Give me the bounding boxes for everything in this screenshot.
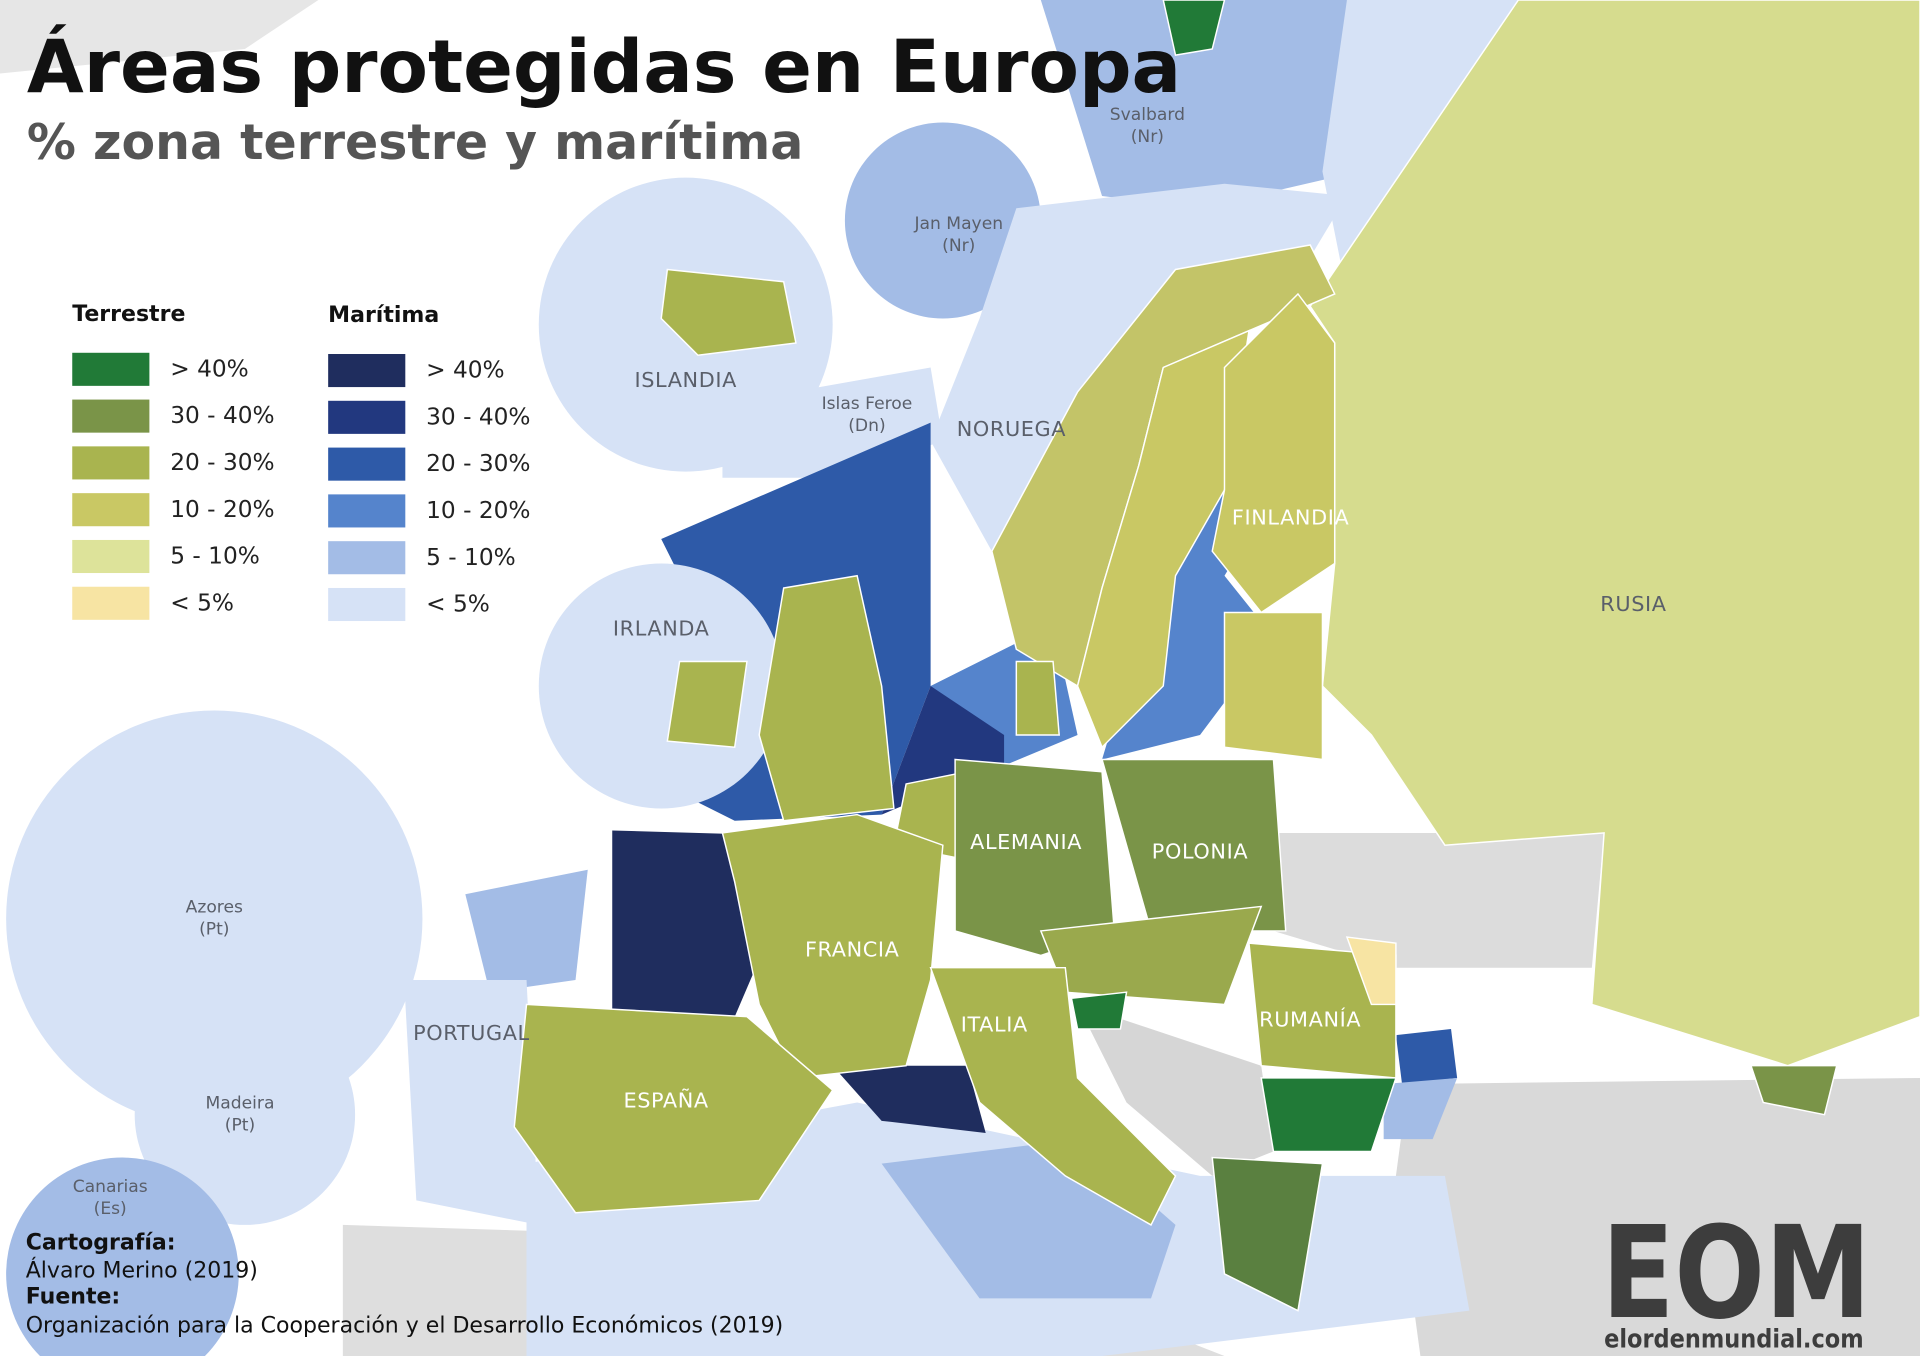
place-label: Canarias — [73, 1177, 148, 1197]
place-label: RUMANÍA — [1259, 1006, 1361, 1031]
place-note: (Nr) — [1131, 127, 1164, 147]
legend-title: Marítima — [328, 303, 439, 328]
legend-swatch — [328, 541, 406, 575]
place-labels: Svalbard (Nr) Jan Mayen (Nr) ISLANDIA Is… — [73, 105, 1666, 1219]
provence-zone — [832, 1065, 986, 1134]
ireland — [666, 660, 748, 749]
legend-swatch — [328, 400, 406, 434]
slovenia — [1070, 991, 1128, 1030]
moldova — [1345, 936, 1397, 1006]
ireland-zone — [538, 563, 784, 809]
credit-heading: Cartografía: — [26, 1230, 176, 1255]
place-label: POLONIA — [1152, 840, 1249, 864]
place-label: Azores — [186, 898, 243, 918]
jan-mayen-zone — [844, 122, 1041, 319]
greenland — [0, 0, 319, 74]
legend-label: 5 - 10% — [170, 543, 260, 570]
legend-swatch — [72, 493, 150, 527]
madeira-zone — [134, 1004, 356, 1225]
iceland — [660, 268, 797, 357]
legend-label: 20 - 30% — [170, 449, 274, 476]
place-note: (Pt) — [225, 1116, 255, 1136]
bulgaria-sea-zone — [1383, 1077, 1458, 1140]
iberia — [513, 1003, 834, 1214]
place-label: Svalbard — [1110, 105, 1185, 125]
legend-label: > 40% — [170, 355, 249, 382]
place-note: (Dn) — [848, 416, 885, 436]
land — [513, 0, 1920, 1312]
italy — [929, 966, 1177, 1226]
legend-swatch — [72, 446, 150, 480]
legend-label: 10 - 20% — [170, 496, 274, 523]
place-label: ESPAÑA — [623, 1086, 708, 1112]
uk — [758, 574, 895, 822]
place-label: ITALIA — [961, 1012, 1028, 1036]
legend-swatch — [328, 587, 406, 622]
place-label: IRLANDA — [613, 617, 710, 641]
credits: Cartografía: Álvaro Merino (2019) Fuente… — [26, 1230, 784, 1338]
place-label: Madeira — [206, 1094, 275, 1114]
romania-sea-zone — [1395, 1028, 1458, 1085]
ukraine-belarus — [1261, 832, 1605, 968]
denmark — [1015, 660, 1060, 736]
place-label: FRANCIA — [805, 938, 900, 962]
credit-heading: Fuente: — [26, 1284, 121, 1309]
place-label: FINLANDIA — [1232, 505, 1350, 529]
logo: EOM elordenmundial.com — [1602, 1200, 1871, 1355]
greece — [1211, 1156, 1324, 1312]
place-label: Jan Mayen — [913, 214, 1003, 234]
legend-label: 30 - 40% — [170, 402, 274, 429]
legend-swatch — [72, 539, 150, 574]
balkans — [1077, 1004, 1274, 1176]
legend-label: 10 - 20% — [426, 497, 530, 524]
place-label: ALEMANIA — [970, 830, 1082, 854]
place-label: PORTUGAL — [413, 1021, 530, 1045]
legend-label: 5 - 10% — [426, 544, 516, 571]
svalbard — [1162, 0, 1226, 56]
subtitle: % zona terrestre y marítima — [27, 114, 803, 171]
legend-label: < 5% — [426, 591, 490, 618]
place-note: (Nr) — [942, 236, 975, 256]
turkey — [1395, 1077, 1920, 1356]
place-note: (Es) — [94, 1199, 127, 1219]
portugal-zone — [404, 979, 539, 1225]
canarias-zone — [6, 1157, 239, 1356]
title: Áreas protegidas en Europa — [27, 24, 1181, 110]
place-label: RUSIA — [1600, 592, 1666, 616]
legend: Terrestre Marítima > 40% 30 - 40% 20 - 30%… — [72, 302, 531, 622]
legend-swatch — [72, 352, 150, 386]
legend-swatch — [328, 447, 406, 481]
logo-url: elordenmundial.com — [1604, 1324, 1864, 1354]
place-label: NORUEGA — [957, 417, 1067, 441]
svalbard-zone — [1040, 0, 1360, 209]
logo-letters: EOM — [1602, 1200, 1871, 1348]
legend-label: 20 - 30% — [426, 450, 530, 477]
norway-zone — [930, 183, 1347, 552]
place-label: Islas Feroe — [822, 394, 913, 414]
bulgaria — [1260, 1077, 1397, 1153]
legend-title: Terrestre — [72, 302, 185, 327]
azores-zone — [6, 710, 423, 1127]
legend-swatch — [328, 494, 406, 528]
baltic-states — [1223, 611, 1324, 761]
legend-label: 30 - 40% — [426, 403, 530, 430]
finland — [1211, 292, 1336, 614]
spain-atlantic-zone — [465, 869, 588, 993]
poland — [1101, 758, 1287, 932]
france — [721, 813, 944, 1079]
legend-swatch — [72, 399, 150, 433]
legend-swatch — [72, 586, 150, 620]
sweden — [1076, 329, 1250, 749]
legend-swatch — [328, 354, 406, 388]
legend-label: > 40% — [426, 357, 505, 384]
place-label: ISLANDIA — [634, 368, 737, 392]
legend-label: < 5% — [170, 589, 234, 616]
credit-text: Organización para la Cooperación y el De… — [26, 1314, 784, 1339]
place-note: (Pt) — [199, 920, 229, 940]
caucasus — [1750, 1064, 1838, 1116]
credit-text: Álvaro Merino (2019) — [26, 1258, 258, 1284]
